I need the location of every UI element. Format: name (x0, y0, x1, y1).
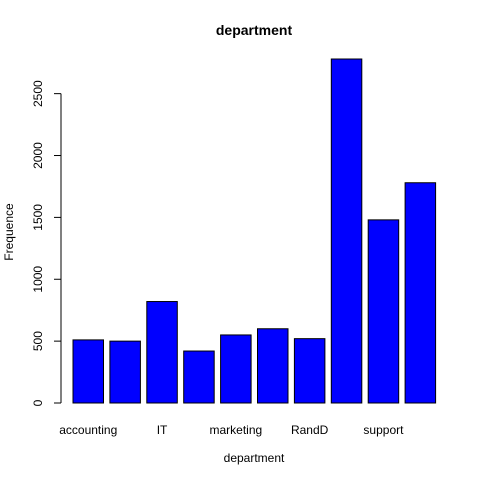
bar-marketing (220, 334, 252, 404)
bars (72, 58, 437, 404)
y-tick-label: 1500 (31, 204, 45, 231)
y-tick-label: 1000 (31, 266, 45, 293)
bar-accounting (72, 339, 104, 404)
y-axis-label: Frequence (2, 203, 16, 261)
bar-RandD (293, 338, 326, 404)
x-tick-label: RandD (291, 423, 329, 437)
bar-technical (404, 182, 437, 404)
x-tick-labels: accounting IT marketing RandD support (59, 423, 404, 437)
x-tick-label: IT (157, 423, 168, 437)
x-tick-label: support (363, 423, 404, 437)
y-tick-label: 2000 (31, 142, 45, 169)
y-tick-label: 500 (31, 331, 45, 351)
x-tick-label: accounting (59, 423, 117, 437)
y-tick-label: 2500 (31, 80, 45, 107)
bar-management (183, 350, 215, 404)
bar-sales (330, 58, 363, 404)
y-axis: 0 500 1000 1500 2000 2500 (31, 80, 62, 406)
chart-title: department (216, 22, 293, 38)
x-tick-label: marketing (210, 423, 263, 437)
bar-IT (146, 301, 178, 404)
bar-support (367, 219, 400, 404)
y-tick-label: 0 (31, 399, 45, 406)
x-axis-label: department (224, 451, 285, 465)
bar-product_mng (257, 328, 289, 404)
bar-hr (109, 340, 141, 404)
